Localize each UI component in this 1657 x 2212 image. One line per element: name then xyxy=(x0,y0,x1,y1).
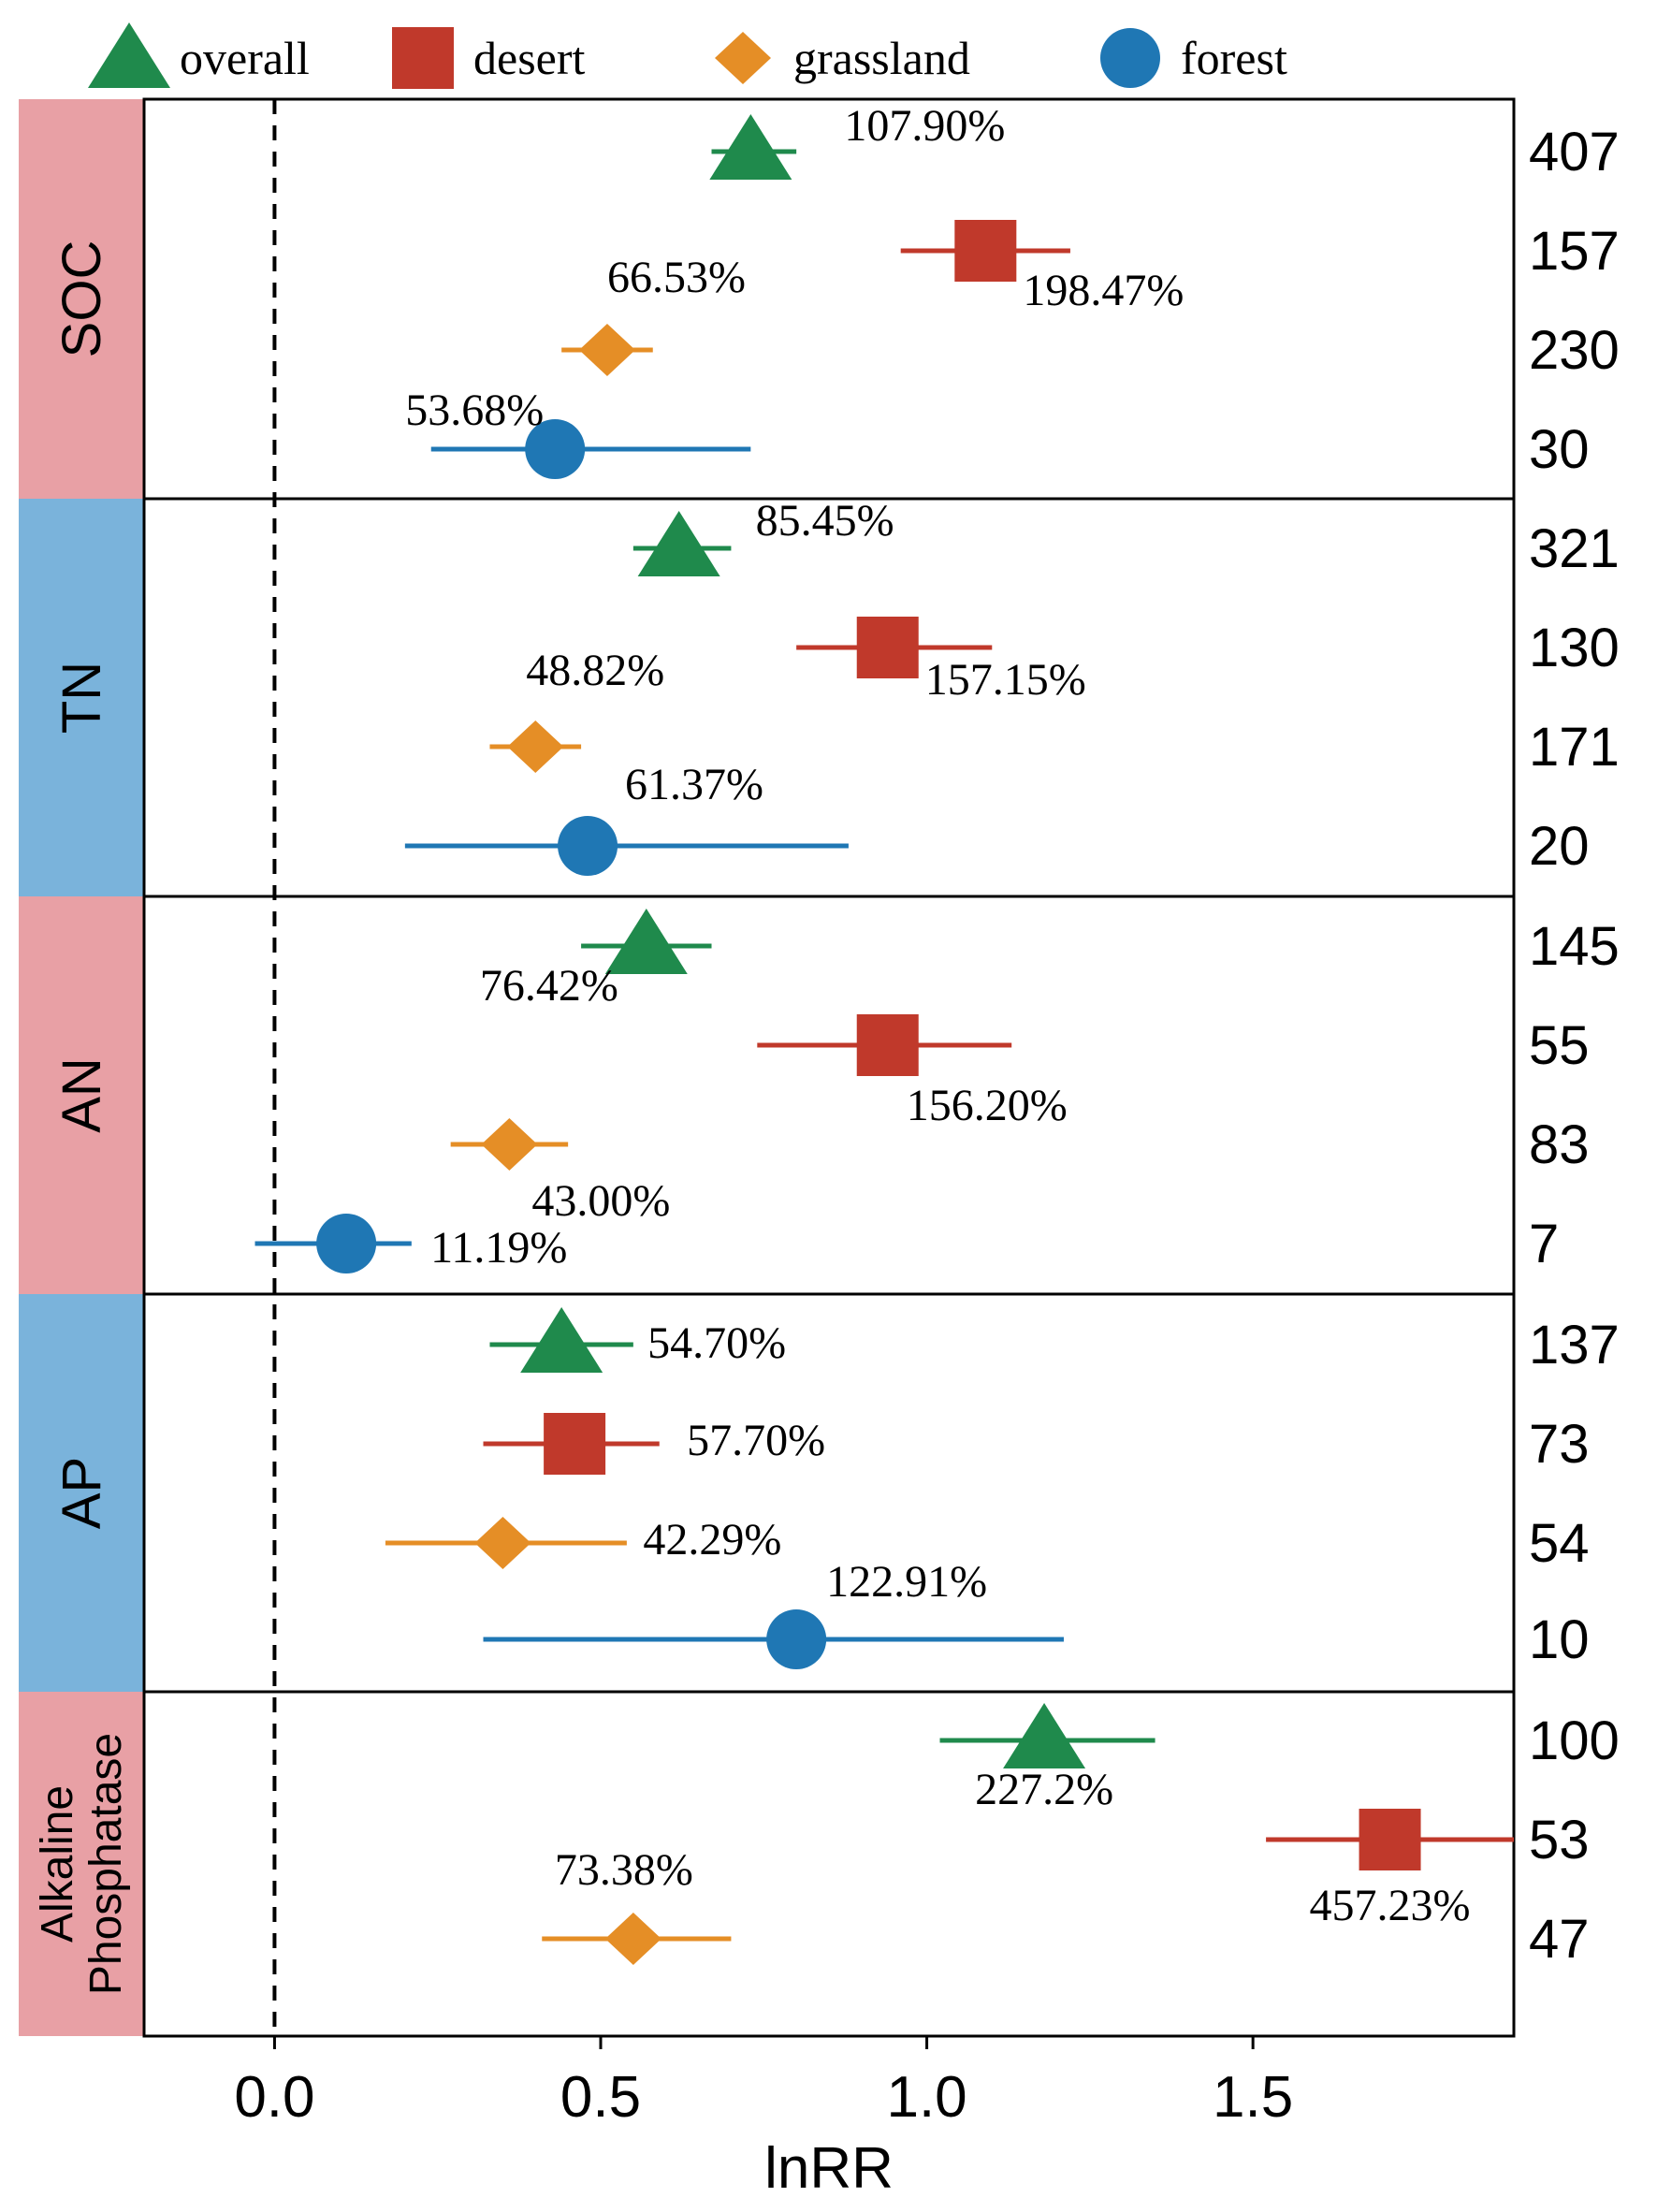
point-overall xyxy=(637,511,720,576)
sample-count-grassland: 54 xyxy=(1529,1513,1590,1574)
legend-desert-square-icon xyxy=(392,27,454,89)
point-forest xyxy=(766,1609,827,1669)
percent-label-forest: 122.91% xyxy=(826,1557,987,1607)
point-desert xyxy=(1359,1809,1421,1870)
sample-count-overall: 145 xyxy=(1529,916,1620,977)
point-desert xyxy=(954,220,1017,282)
percent-label-forest: 61.37% xyxy=(625,760,763,809)
legend-label-forest: forest xyxy=(1181,32,1287,84)
point-grassland xyxy=(507,720,564,773)
percent-label-grassland: 73.38% xyxy=(555,1845,693,1895)
percent-label-overall: 107.90% xyxy=(844,101,1005,151)
sample-count-desert: 130 xyxy=(1529,618,1620,678)
x-axis: 0.0 0.5 1.0 1.5 lnRR xyxy=(234,2036,1293,2201)
legend-grassland-diamond-icon xyxy=(715,32,771,84)
percent-label-forest: 53.68% xyxy=(405,386,544,435)
strip-3 xyxy=(19,1294,144,1692)
point-desert xyxy=(544,1413,606,1475)
strip-1 xyxy=(19,499,144,896)
data-marks: 107.90% 198.47% 66.53% 53.68% 85.45% 157.15% 4… xyxy=(254,101,1514,1965)
strip-label-2: AN xyxy=(51,1057,112,1133)
sample-count-forest: 30 xyxy=(1529,419,1590,480)
point-grassland xyxy=(578,324,635,376)
legend: overall desert grassland forest xyxy=(88,22,1287,89)
sample-count-forest: 7 xyxy=(1529,1214,1559,1274)
x-tick-label: 0.0 xyxy=(234,2065,314,2130)
panel-strips: SOC TN AN AP AlkalinePhosphatase xyxy=(19,99,144,2036)
percent-label-grassland: 43.00% xyxy=(531,1176,670,1226)
legend-forest-circle-icon xyxy=(1100,28,1160,88)
percent-label-overall: 85.45% xyxy=(756,496,894,546)
strip-4 xyxy=(19,1692,144,2036)
percent-label-forest: 11.19% xyxy=(430,1223,567,1273)
point-desert xyxy=(856,1014,919,1076)
point-grassland xyxy=(481,1118,538,1171)
strip-2 xyxy=(19,896,144,1294)
sample-count-grassland: 83 xyxy=(1529,1114,1590,1175)
point-forest xyxy=(558,816,618,876)
percent-label-overall: 76.42% xyxy=(480,961,618,1011)
sample-count-overall: 100 xyxy=(1529,1710,1620,1771)
sample-count-overall: 407 xyxy=(1529,122,1620,182)
sample-count-desert: 157 xyxy=(1529,221,1620,282)
point-forest xyxy=(316,1214,377,1273)
sample-count-desert: 55 xyxy=(1529,1015,1590,1076)
strip-label-4: AlkalinePhosphatase xyxy=(33,1733,131,1995)
panel-frame-3 xyxy=(142,1292,1516,1694)
percent-label-desert: 156.20% xyxy=(907,1081,1068,1130)
point-overall xyxy=(1003,1703,1086,1768)
percent-label-grassland: 42.29% xyxy=(643,1515,781,1564)
sample-count-grassland: 47 xyxy=(1529,1909,1590,1970)
sample-count-forest: 20 xyxy=(1529,816,1590,877)
sample-count-overall: 321 xyxy=(1529,518,1620,579)
strip-label-line: Phosphatase xyxy=(81,1733,131,1995)
panel-frame-1 xyxy=(142,497,1516,898)
percent-label-desert: 57.70% xyxy=(687,1416,825,1465)
panel-frame-4 xyxy=(142,1690,1516,2038)
percent-label-overall: 54.70% xyxy=(647,1318,786,1368)
point-grassland xyxy=(604,1913,661,1965)
percent-label-grassland: 66.53% xyxy=(607,253,746,302)
x-axis-title: lnRR xyxy=(764,2136,894,2201)
x-tick-label: 0.5 xyxy=(560,2065,641,2130)
sample-count-forest: 10 xyxy=(1529,1609,1590,1670)
percent-label-desert: 198.47% xyxy=(1023,266,1184,315)
sample-count-desert: 53 xyxy=(1529,1810,1590,1870)
panel-frame-0 xyxy=(142,97,1516,501)
percent-label-desert: 457.23% xyxy=(1310,1881,1471,1930)
strip-label-0: SOC xyxy=(51,240,112,358)
legend-label-desert: desert xyxy=(473,32,585,84)
sample-count-desert: 73 xyxy=(1529,1414,1590,1475)
point-grassland xyxy=(474,1517,531,1569)
point-desert xyxy=(856,617,919,678)
strip-label-1: TN xyxy=(51,662,112,734)
point-overall xyxy=(604,909,688,974)
point-overall xyxy=(709,114,792,180)
legend-overall-triangle-icon xyxy=(88,22,170,88)
panels xyxy=(142,97,1516,2038)
sample-count-grassland: 230 xyxy=(1529,320,1620,381)
sample-counts: 407 157 230 30 321 130 171 20 145 55 83 7 137 73 54 10 1… xyxy=(1529,122,1620,1970)
legend-label-overall: overall xyxy=(180,32,310,84)
sample-count-overall: 137 xyxy=(1529,1315,1620,1375)
strip-0 xyxy=(19,99,144,499)
sample-count-grassland: 171 xyxy=(1529,717,1620,778)
strip-label-3: AP xyxy=(51,1457,112,1529)
percent-label-desert: 157.15% xyxy=(925,655,1086,705)
point-overall xyxy=(520,1307,603,1373)
percent-label-overall: 227.2% xyxy=(975,1765,1113,1814)
x-tick-label: 1.0 xyxy=(886,2065,967,2130)
percent-label-grassland: 48.82% xyxy=(526,646,664,695)
point-forest xyxy=(525,419,586,479)
x-tick-label: 1.5 xyxy=(1213,2065,1293,2130)
strip-label-line: Alkaline xyxy=(33,1785,82,1943)
legend-label-grassland: grassland xyxy=(793,32,970,84)
